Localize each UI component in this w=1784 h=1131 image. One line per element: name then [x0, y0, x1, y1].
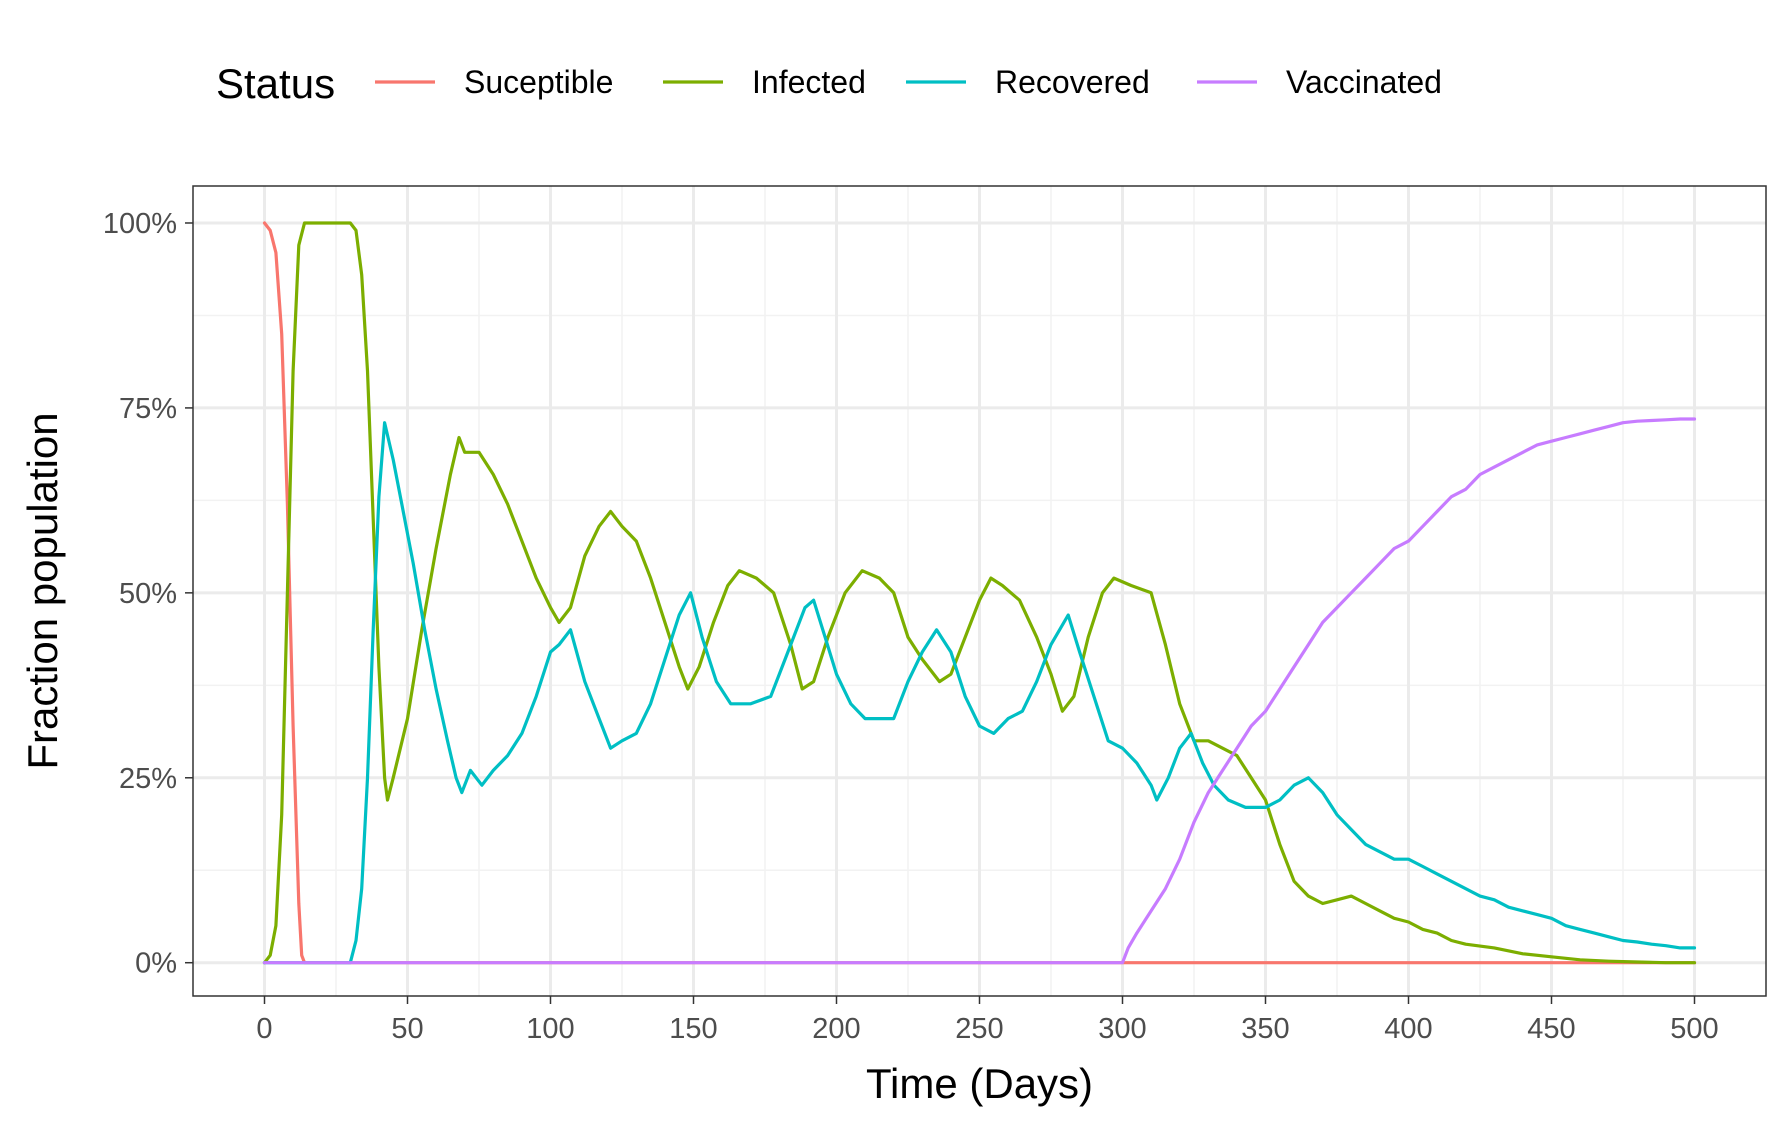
y-axis-title: Fraction population — [19, 412, 66, 769]
y-tick-label: 100% — [103, 208, 177, 240]
legend-label-recovered: Recovered — [995, 64, 1150, 100]
y-axis: 0% 25% 50% 75% 100% — [103, 208, 193, 980]
x-axis: 0 50 100 150 200 250 300 350 400 450 500 — [256, 996, 1719, 1045]
x-tick-label: 450 — [1527, 1013, 1575, 1045]
legend-label-vaccinated: Vaccinated — [1286, 64, 1442, 100]
x-tick-label: 50 — [391, 1013, 423, 1045]
x-tick-label: 400 — [1384, 1013, 1432, 1045]
y-tick-label: 25% — [119, 763, 177, 795]
x-tick-label: 0 — [256, 1013, 272, 1045]
series-line-recovered — [262, 421, 1697, 965]
legend-title: Status — [216, 60, 335, 107]
series-lines — [262, 221, 1697, 965]
y-tick-label: 50% — [119, 578, 177, 610]
y-tick-label: 75% — [119, 393, 177, 425]
x-tick-label: 500 — [1670, 1013, 1718, 1045]
legend-label-infected: Infected — [752, 64, 866, 100]
x-tick-label: 100 — [526, 1013, 574, 1045]
x-axis-title: Time (Days) — [866, 1060, 1093, 1107]
legend: Status Suceptible Infected Recovered Vaccin… — [216, 60, 1442, 107]
legend-label-suceptible: Suceptible — [464, 64, 613, 100]
x-tick-label: 150 — [669, 1013, 717, 1045]
x-tick-label: 350 — [1241, 1013, 1289, 1045]
legend-items: Suceptible Infected Recovered Vaccinated — [375, 64, 1442, 100]
x-tick-label: 300 — [1098, 1013, 1146, 1045]
x-tick-label: 250 — [955, 1013, 1003, 1045]
series-line-infected — [262, 221, 1697, 965]
y-tick-label: 0% — [135, 948, 177, 980]
series-line-vaccinated — [262, 417, 1697, 965]
x-tick-label: 200 — [812, 1013, 860, 1045]
